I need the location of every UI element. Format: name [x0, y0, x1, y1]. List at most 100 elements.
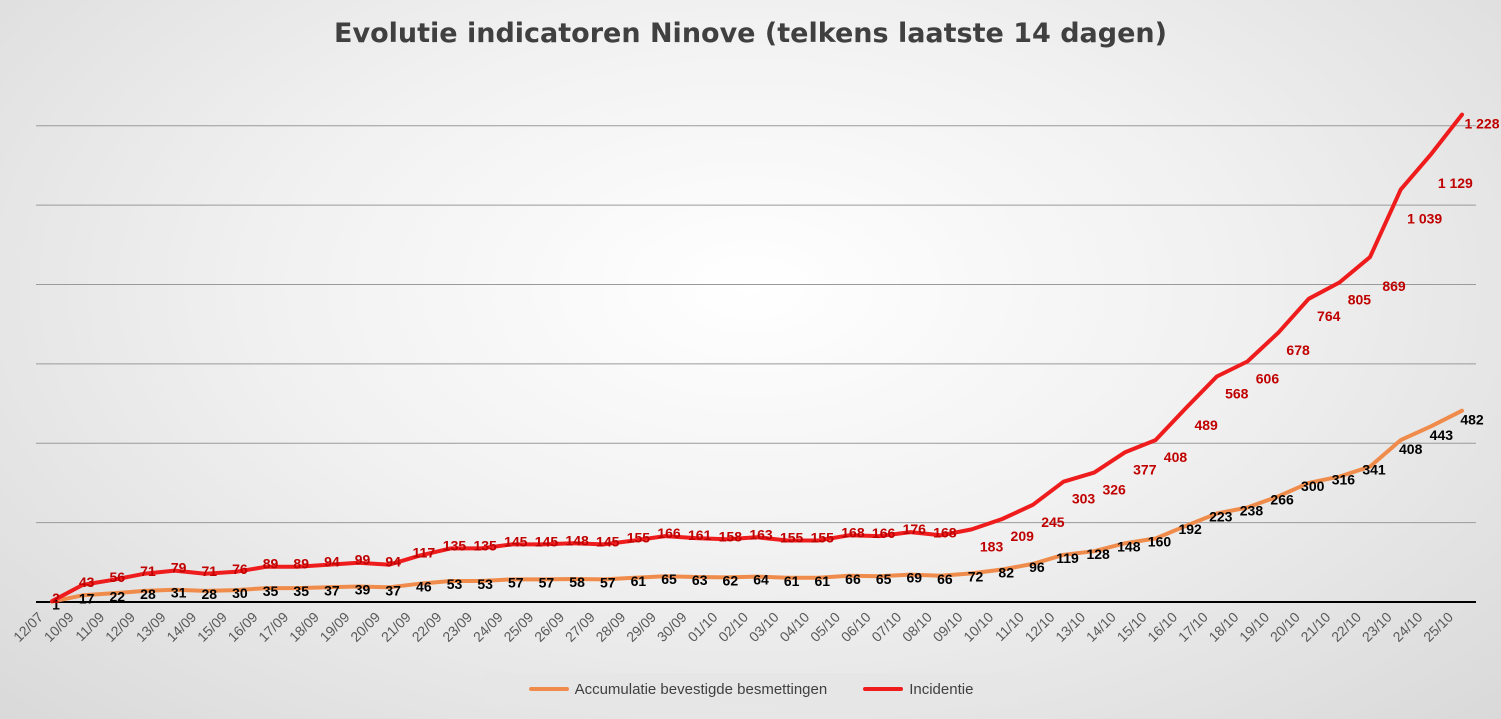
x-tick-label: 28/09: [592, 609, 628, 645]
legend: Accumulatie bevestigde besmettingen Inci…: [484, 673, 1018, 705]
x-tick-label: 21/09: [378, 609, 414, 645]
data-label: 678: [1286, 342, 1310, 358]
data-label: 28: [140, 586, 156, 602]
x-tick-label: 30/09: [654, 609, 690, 645]
data-label: 183: [980, 538, 1004, 554]
x-tick-label: 15/09: [194, 609, 230, 645]
x-tick-label: 09/10: [930, 609, 966, 645]
data-label: 148: [565, 532, 589, 548]
data-label: 22: [110, 588, 126, 604]
x-tick-label: 04/10: [776, 609, 812, 645]
data-label: 63: [692, 572, 708, 588]
data-label: 148: [1117, 538, 1141, 554]
x-tick-label: 18/10: [1205, 609, 1241, 645]
data-label: 61: [784, 573, 800, 589]
x-tick-label: 10/09: [41, 609, 77, 645]
data-label: 89: [263, 556, 279, 572]
x-tick-label: 12/10: [1022, 609, 1058, 645]
data-label: 57: [539, 574, 555, 590]
data-label: 1 228: [1464, 116, 1499, 132]
legend-swatch-incidentie: [863, 687, 904, 691]
x-tick-label: 27/09: [562, 609, 598, 645]
data-label: 35: [293, 583, 309, 599]
data-label: 94: [385, 554, 401, 570]
data-label: 99: [355, 552, 371, 568]
data-label: 89: [293, 556, 309, 572]
data-label: 158: [719, 528, 743, 544]
data-label: 53: [447, 576, 463, 592]
x-tick-label: 05/10: [807, 609, 843, 645]
x-tick-label: 06/10: [838, 609, 874, 645]
data-label: 266: [1270, 491, 1294, 507]
data-label: 65: [661, 571, 677, 587]
data-label: 61: [631, 573, 647, 589]
data-label: 62: [723, 572, 739, 588]
data-label: 35: [263, 583, 279, 599]
data-label: 64: [753, 572, 769, 588]
data-label: 37: [385, 582, 401, 598]
data-label: 1 039: [1407, 211, 1442, 227]
data-label: 53: [477, 576, 493, 592]
x-tick-label: 01/10: [684, 609, 720, 645]
data-label: 764: [1317, 308, 1341, 324]
data-label: 66: [845, 571, 861, 587]
data-label: 443: [1430, 427, 1454, 443]
x-tick-label: 03/10: [746, 609, 782, 645]
data-label: 166: [657, 525, 681, 541]
data-label: 303: [1072, 491, 1096, 507]
legend-item-accumulatie: Accumulatie bevestigde besmettingen: [528, 681, 827, 698]
x-tick-label: 13/09: [133, 609, 169, 645]
data-label: 65: [876, 571, 892, 587]
data-label: 176: [903, 521, 927, 537]
data-label: 66: [937, 571, 953, 587]
data-label: 79: [171, 560, 187, 576]
data-label: 341: [1362, 462, 1386, 478]
x-tick-label: 24/09: [470, 609, 506, 645]
data-label: 82: [998, 564, 1014, 580]
data-label: 57: [508, 574, 524, 590]
x-tick-label: 14/09: [163, 609, 199, 645]
data-label: 1: [52, 597, 60, 613]
data-label: 61: [815, 573, 831, 589]
data-label: 155: [811, 529, 835, 545]
x-tick-label: 21/10: [1297, 609, 1333, 645]
data-label: 58: [569, 574, 585, 590]
data-label: 377: [1133, 461, 1157, 477]
data-label: 489: [1194, 417, 1218, 433]
x-tick-label: 17/09: [255, 609, 291, 645]
data-label: 145: [596, 533, 620, 549]
data-label: 163: [749, 526, 773, 542]
data-label: 326: [1102, 482, 1126, 498]
data-label: 168: [933, 524, 957, 540]
data-label: 192: [1178, 521, 1202, 537]
data-label: 39: [355, 582, 371, 598]
data-label: 316: [1332, 472, 1356, 488]
data-label: 869: [1382, 278, 1406, 294]
data-label: 209: [1011, 528, 1035, 544]
data-label: 223: [1209, 508, 1233, 524]
data-label: 69: [906, 570, 922, 586]
legend-item-incidentie: Incidentie: [863, 681, 973, 698]
data-label: 1 129: [1438, 175, 1473, 191]
x-tick-label: 15/10: [1114, 609, 1150, 645]
data-label: 46: [416, 579, 432, 595]
x-tick-label: 10/10: [960, 609, 996, 645]
data-label: 117: [413, 545, 436, 561]
data-label: 168: [841, 524, 865, 540]
data-label: 94: [324, 554, 340, 570]
data-label: 135: [443, 537, 467, 553]
x-tick-label: 12/09: [102, 609, 138, 645]
x-tick-label: 19/10: [1236, 609, 1272, 645]
x-tick-label: 25/09: [500, 609, 536, 645]
accumulatie-line: [50, 408, 1464, 604]
data-label: 72: [968, 568, 984, 584]
data-label: 482: [1460, 412, 1484, 428]
x-tick-label: 26/09: [531, 609, 567, 645]
data-label: 166: [872, 525, 896, 541]
x-tick-label: 22/09: [409, 609, 445, 645]
data-label: 161: [688, 527, 712, 543]
x-tick-label: 16/10: [1144, 609, 1180, 645]
x-tick-label: 23/10: [1359, 609, 1395, 645]
data-label: 245: [1041, 514, 1065, 530]
